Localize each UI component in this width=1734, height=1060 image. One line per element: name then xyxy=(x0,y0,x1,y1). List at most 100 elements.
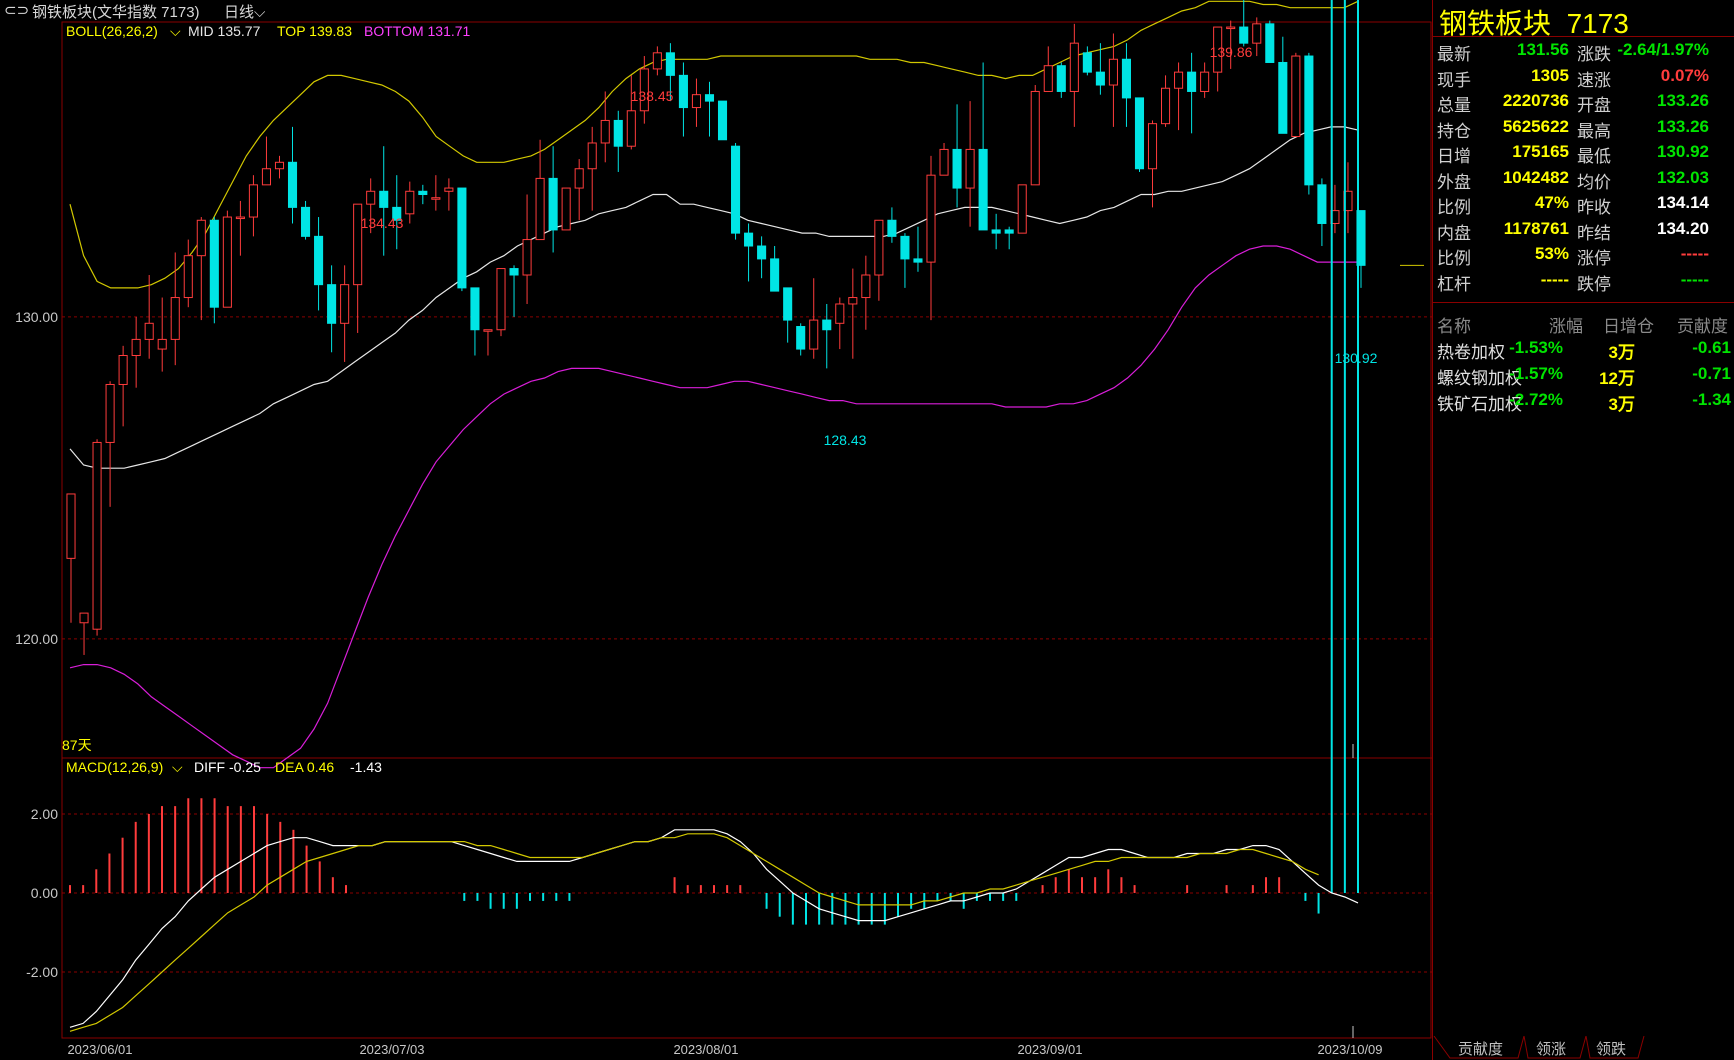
candle[interactable] xyxy=(1213,26,1223,92)
candle[interactable] xyxy=(913,226,923,272)
chevron-down-icon[interactable]: ⌵ xyxy=(170,23,181,39)
boll-name[interactable]: BOLL(26,26,2) xyxy=(66,23,158,39)
tab-top-gainers[interactable]: 领涨 xyxy=(1536,1041,1567,1058)
candle[interactable] xyxy=(405,181,415,224)
candle[interactable] xyxy=(1174,62,1184,131)
candle[interactable] xyxy=(66,493,76,623)
candle[interactable] xyxy=(418,184,428,205)
candle[interactable] xyxy=(170,252,180,366)
candle[interactable] xyxy=(261,136,271,186)
candle[interactable] xyxy=(248,175,258,237)
candle[interactable] xyxy=(222,210,232,308)
sector-row[interactable]: 热卷加权 -1.53% 3万 -0.61 xyxy=(1433,338,1734,362)
candle[interactable] xyxy=(848,268,858,359)
candle[interactable] xyxy=(1356,210,1366,288)
candle[interactable] xyxy=(561,187,571,231)
candle[interactable] xyxy=(1317,178,1327,247)
candle[interactable] xyxy=(887,207,897,243)
candle[interactable] xyxy=(1291,52,1301,138)
candle[interactable] xyxy=(1043,46,1053,92)
candle[interactable] xyxy=(783,287,793,343)
candle[interactable] xyxy=(209,217,219,324)
candle[interactable] xyxy=(991,213,1001,250)
candle[interactable] xyxy=(522,194,532,304)
candle[interactable] xyxy=(92,439,102,636)
candle[interactable] xyxy=(1069,23,1079,127)
candle[interactable] xyxy=(704,81,715,137)
candle[interactable] xyxy=(327,265,337,353)
candle[interactable] xyxy=(196,217,206,321)
candle[interactable] xyxy=(470,287,480,356)
candle[interactable] xyxy=(274,155,285,179)
link-icon[interactable]: ⊂⊃ xyxy=(4,2,30,19)
candle[interactable] xyxy=(1121,43,1131,127)
candle[interactable] xyxy=(874,219,884,301)
chevron-down-icon[interactable]: ⌵ xyxy=(172,759,183,775)
candle[interactable] xyxy=(392,175,402,250)
candle[interactable] xyxy=(548,146,558,253)
candle[interactable] xyxy=(287,126,298,224)
candle[interactable] xyxy=(379,146,389,256)
candle[interactable] xyxy=(353,203,363,333)
candle[interactable] xyxy=(952,104,962,208)
candle[interactable] xyxy=(118,345,128,427)
candle[interactable] xyxy=(1161,75,1171,127)
candle[interactable] xyxy=(457,187,467,292)
sector-row[interactable]: 螺纹钢加权 -1.57% 12万 -0.71 xyxy=(1433,364,1734,388)
candle[interactable] xyxy=(574,159,584,221)
candle[interactable] xyxy=(978,62,988,231)
candle[interactable] xyxy=(1278,36,1288,134)
candle[interactable] xyxy=(1134,97,1145,172)
macd-name[interactable]: MACD(12,26,9) xyxy=(66,759,164,775)
candle[interactable] xyxy=(835,297,845,350)
candle[interactable] xyxy=(1030,85,1040,186)
candle[interactable] xyxy=(1200,62,1210,98)
candle[interactable] xyxy=(340,265,350,362)
candle[interactable] xyxy=(1017,184,1027,234)
candle[interactable] xyxy=(496,268,506,337)
candle[interactable] xyxy=(483,329,493,356)
candle[interactable] xyxy=(79,612,89,655)
candle[interactable] xyxy=(1187,52,1197,134)
candle[interactable] xyxy=(183,239,193,308)
candle[interactable] xyxy=(965,101,975,227)
candle[interactable] xyxy=(613,110,623,172)
candle[interactable] xyxy=(1056,62,1066,98)
candle[interactable] xyxy=(314,217,324,311)
candle[interactable] xyxy=(926,155,936,321)
tab-contribution[interactable]: 贡献度 xyxy=(1458,1041,1504,1058)
candle[interactable] xyxy=(366,178,376,234)
candle[interactable] xyxy=(587,126,597,211)
candle[interactable] xyxy=(1252,17,1262,57)
candle[interactable] xyxy=(1239,0,1249,47)
candle[interactable] xyxy=(1147,120,1158,208)
candle[interactable] xyxy=(535,139,545,241)
period-selector[interactable]: 日线⌵ xyxy=(224,4,266,21)
candle[interactable] xyxy=(652,46,662,76)
candle[interactable] xyxy=(639,56,649,124)
candle[interactable] xyxy=(822,303,832,369)
candle[interactable] xyxy=(717,100,728,141)
candle[interactable] xyxy=(691,78,701,127)
candle[interactable] xyxy=(809,278,819,359)
candle[interactable] xyxy=(744,223,754,282)
candle[interactable] xyxy=(144,275,154,359)
candle[interactable] xyxy=(509,265,519,317)
candle[interactable] xyxy=(600,91,610,163)
candle[interactable] xyxy=(431,175,441,211)
candle[interactable] xyxy=(1226,20,1236,69)
candle[interactable] xyxy=(301,200,311,240)
candle[interactable] xyxy=(770,246,780,292)
candle[interactable] xyxy=(1095,43,1105,95)
candle[interactable] xyxy=(1304,52,1314,195)
candle[interactable] xyxy=(235,200,245,256)
candle[interactable] xyxy=(1265,20,1275,63)
candle[interactable] xyxy=(939,142,949,176)
candle[interactable] xyxy=(1082,46,1092,76)
sector-row[interactable]: 铁矿石加权 -2.72% 3万 -1.34 xyxy=(1433,390,1734,414)
candle[interactable] xyxy=(861,255,871,330)
chart-area[interactable]: 130.00 120.00 2.00 0.00 -2.00 2023/06/01 2023/… xyxy=(0,0,1432,1060)
candle[interactable] xyxy=(1108,33,1118,127)
candle[interactable] xyxy=(678,62,688,137)
tab-top-losers[interactable]: 领跌 xyxy=(1596,1041,1627,1058)
